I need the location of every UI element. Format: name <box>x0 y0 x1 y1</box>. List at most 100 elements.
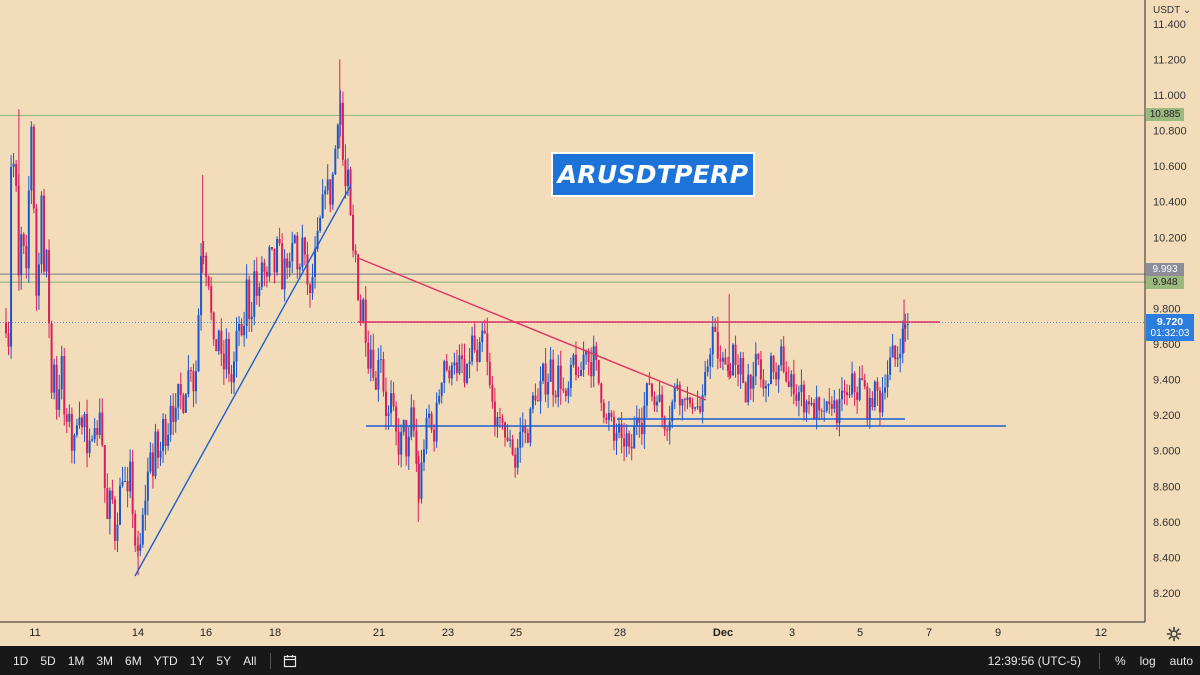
candle-body <box>767 384 770 386</box>
candle-body <box>871 397 874 408</box>
price-tick-label: 11.200 <box>1153 54 1186 66</box>
range-1y-button[interactable]: 1Y <box>189 653 205 668</box>
price-tick-label: 9.600 <box>1153 339 1181 351</box>
candle-body <box>592 346 595 377</box>
candle-body <box>582 354 585 370</box>
candle-body <box>326 179 329 191</box>
candle-body <box>737 364 740 375</box>
candle-body <box>554 394 557 398</box>
percent-scale-toggle[interactable]: % <box>1114 653 1126 668</box>
descending-trendline[interactable] <box>357 257 707 401</box>
range-5d-button[interactable]: 5D <box>40 653 56 668</box>
candle-body <box>539 381 542 402</box>
range-6m-button[interactable]: 6M <box>125 653 142 668</box>
candle-body <box>415 430 418 464</box>
candle-body <box>797 392 800 401</box>
candle-body <box>468 361 471 364</box>
candle-body <box>238 323 241 331</box>
chevron-down-icon: ⌄ <box>1182 5 1192 16</box>
candle-body <box>129 461 132 492</box>
candle-body <box>430 413 433 430</box>
time-axis: 11 14 16 18 21 23 25 28 Dec 3 5 7 9 12 <box>29 627 1107 639</box>
candle-body <box>820 410 823 412</box>
candle-body <box>569 364 572 389</box>
candle-body <box>63 356 66 415</box>
candle-body <box>448 370 451 379</box>
candle-body <box>314 248 317 277</box>
candle-body <box>205 255 208 277</box>
candle-body <box>572 354 575 365</box>
candle-body <box>10 167 13 347</box>
candle-body <box>438 395 441 403</box>
candle-body <box>666 429 669 431</box>
candle-body <box>889 357 892 375</box>
candle-body <box>440 382 443 396</box>
log-scale-toggle[interactable]: log <box>1139 653 1156 668</box>
gear-icon[interactable] <box>1166 626 1182 642</box>
range-all-button[interactable]: All <box>243 653 257 668</box>
candle-body <box>516 447 519 468</box>
range-1d-button[interactable]: 1D <box>13 653 29 668</box>
time-tick-label: 3 <box>789 627 795 639</box>
candle-body <box>433 429 436 442</box>
candle-body <box>514 454 517 468</box>
candle-body <box>225 338 228 370</box>
candle-body <box>476 349 479 363</box>
candle-body <box>501 418 504 423</box>
candle-body <box>704 371 707 396</box>
candle-body <box>210 285 213 313</box>
candle-body <box>488 361 491 386</box>
candle-body <box>260 262 263 288</box>
price-tick-label: 9.800 <box>1153 303 1181 315</box>
candle-body <box>491 385 494 402</box>
candle-body <box>324 190 327 195</box>
candle-body <box>732 344 735 376</box>
range-ytd-button[interactable]: YTD <box>153 653 178 668</box>
rising-trendline[interactable] <box>134 184 352 577</box>
range-1m-button[interactable]: 1M <box>67 653 85 668</box>
candle-body <box>286 258 289 268</box>
candle-body <box>93 428 96 440</box>
candle-body <box>382 359 385 392</box>
price-tick-label: 8.200 <box>1153 588 1181 600</box>
price-tick-label: 8.400 <box>1153 552 1181 564</box>
candle-body <box>15 163 18 187</box>
candle-body <box>640 422 643 435</box>
candle-body <box>805 401 808 413</box>
candle-body <box>835 400 838 424</box>
candle-body <box>739 357 742 375</box>
candle-body <box>240 323 243 336</box>
candle-body <box>823 410 826 412</box>
candle-body <box>549 359 552 382</box>
candle-body <box>562 388 565 391</box>
date-range-icon[interactable] <box>281 652 299 670</box>
candle-body <box>754 354 757 377</box>
candle-body <box>762 379 765 389</box>
candle-body <box>164 418 167 446</box>
candle-body <box>747 374 750 403</box>
candle-body <box>273 248 276 273</box>
candle-body <box>354 250 357 255</box>
auto-scale-toggle[interactable]: auto <box>1169 653 1193 668</box>
currency-selector[interactable]: USDT ⌄ <box>1153 5 1191 16</box>
candle-body <box>359 299 362 323</box>
candle-body <box>868 397 871 419</box>
clock-timezone[interactable]: 12:39:56 (UTC-5) <box>987 653 1081 668</box>
candle-body <box>782 346 785 372</box>
price-chart[interactable]: 11.400 11.200 11.000 10.800 10.600 10.400 10.2… <box>0 0 1200 646</box>
candle-body <box>303 237 306 255</box>
range-5y-button[interactable]: 5Y <box>216 653 232 668</box>
candle-body <box>564 390 567 396</box>
candle-body <box>50 323 53 393</box>
candle-body <box>390 393 393 414</box>
candle-body <box>174 407 177 422</box>
candle-body <box>184 394 187 413</box>
candle-body <box>711 326 714 355</box>
time-tick-label: Dec <box>713 627 733 639</box>
range-3m-button[interactable]: 3M <box>96 653 114 668</box>
candle-body <box>810 402 813 405</box>
trendline-drawings <box>134 184 1006 577</box>
candle-body <box>126 480 129 492</box>
candle-body <box>800 384 803 393</box>
candle-body <box>802 384 805 413</box>
